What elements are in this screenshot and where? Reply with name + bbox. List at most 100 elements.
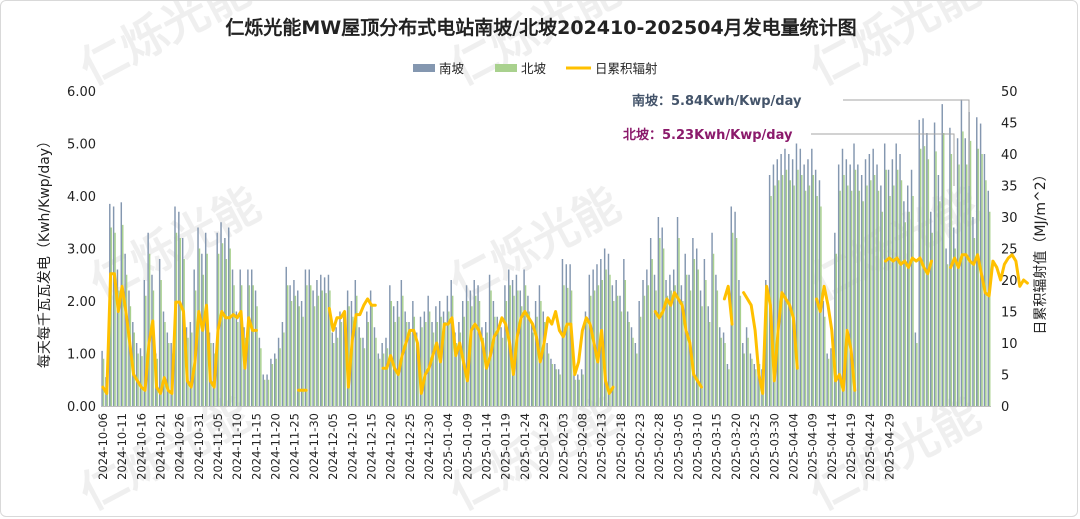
bar-north (321, 290, 323, 406)
bar-south (396, 301, 399, 406)
bar-north (912, 196, 914, 406)
bar-south (976, 117, 978, 406)
bar-north (935, 151, 937, 406)
bar-south (327, 274, 330, 406)
bar-south (293, 280, 295, 406)
bar-north (636, 353, 638, 406)
bar-south (876, 164, 878, 406)
y-right-tick-label: 0 (1001, 400, 1009, 415)
bar-north (655, 290, 657, 406)
bar-north (904, 222, 907, 406)
bar-south (392, 306, 395, 406)
x-tick-label: 2024-10-06 (96, 413, 110, 480)
bar-south (987, 190, 990, 406)
bar-south (101, 350, 103, 406)
bar-north (567, 287, 569, 406)
bar-north (290, 301, 293, 406)
bar-south (523, 269, 525, 406)
bar-south (308, 269, 310, 406)
x-tick-label: 2025-04-19 (844, 413, 858, 480)
bar-north (505, 301, 508, 406)
bar-north (317, 295, 320, 406)
watermark: 仁烁光能 (441, 1, 629, 96)
bar-north (333, 343, 335, 406)
bar-south (669, 274, 671, 406)
bar-north (528, 311, 531, 406)
bar-south (381, 343, 383, 406)
bar-north (425, 322, 427, 406)
bar-south (983, 154, 986, 406)
bar-south (216, 232, 218, 406)
bar-south (699, 290, 702, 406)
bar-south (941, 104, 943, 406)
bar-south (304, 269, 307, 406)
bar-north (524, 285, 527, 406)
bar-north (705, 280, 707, 406)
bar-north (551, 364, 554, 406)
bar-south (603, 248, 606, 406)
bar-north (394, 322, 396, 406)
bar-south (753, 364, 755, 406)
bar-south (849, 164, 851, 406)
bar-south (300, 301, 303, 406)
x-tick-label: 2025-03-10 (691, 413, 705, 480)
bar-north (275, 358, 277, 406)
bar-south (596, 264, 598, 406)
x-tick-label: 2025-01-19 (499, 413, 513, 480)
bar-south (841, 148, 844, 406)
bar-south (212, 343, 215, 406)
bar-south (565, 264, 568, 406)
bar-south (910, 169, 913, 406)
bar-north (896, 169, 899, 406)
bar-north (329, 290, 331, 406)
bar-south (431, 322, 433, 406)
y-left-tick-label: 1.00 (67, 348, 96, 363)
y-axis-right: 0 5 10 15 20 25 30 35 40 45 50 (1001, 85, 1018, 415)
bar-south (853, 143, 855, 406)
bar-south (703, 259, 706, 406)
bar-south (972, 217, 974, 406)
bar-north (428, 311, 431, 406)
bar-north (547, 353, 550, 406)
bar-north (766, 295, 768, 406)
y-left-tick-label: 0.00 (67, 400, 96, 415)
bar-south (427, 295, 429, 406)
chart-title: 仁烁光能MW屋顶分布式电站南坡/北坡202410-202504月发电量统计图 (225, 16, 856, 39)
bar-south (274, 353, 276, 406)
bar-south (147, 232, 149, 406)
bar-south (400, 280, 403, 406)
bar-north (693, 259, 696, 406)
bar-north (801, 175, 803, 406)
bar-north (279, 348, 281, 406)
y-right-tick-label: 20 (1001, 274, 1018, 289)
bar-south (527, 295, 529, 406)
bar-north (559, 374, 561, 406)
bar-south (749, 353, 752, 406)
bar-north (563, 285, 565, 406)
bar-south (953, 227, 955, 406)
x-tick-label: 2024-10-21 (153, 413, 167, 480)
x-tick-label: 2024-10-16 (134, 413, 148, 480)
bar-north (697, 269, 699, 406)
bar-south (151, 274, 153, 406)
bar-north (969, 140, 972, 406)
bar-south (258, 337, 261, 406)
bar-south (162, 311, 165, 406)
bar-north (682, 301, 684, 406)
bar-north (436, 322, 439, 406)
bar-south (419, 316, 422, 406)
watermark: 仁烁光能 (801, 177, 989, 311)
x-tick-label: 2025-02-28 (652, 413, 666, 480)
legend-swatch-north (495, 64, 517, 72)
bar-north (827, 358, 830, 406)
bar-south (960, 99, 963, 407)
x-tick-label: 2025-01-29 (537, 413, 551, 480)
bar-south (830, 348, 832, 406)
bar-south (369, 290, 372, 406)
bar-north (812, 175, 814, 406)
bar-north (824, 316, 826, 406)
bar-south (857, 164, 859, 406)
bar-north (229, 248, 231, 406)
bar-north (444, 322, 446, 406)
bar-south (711, 232, 713, 406)
